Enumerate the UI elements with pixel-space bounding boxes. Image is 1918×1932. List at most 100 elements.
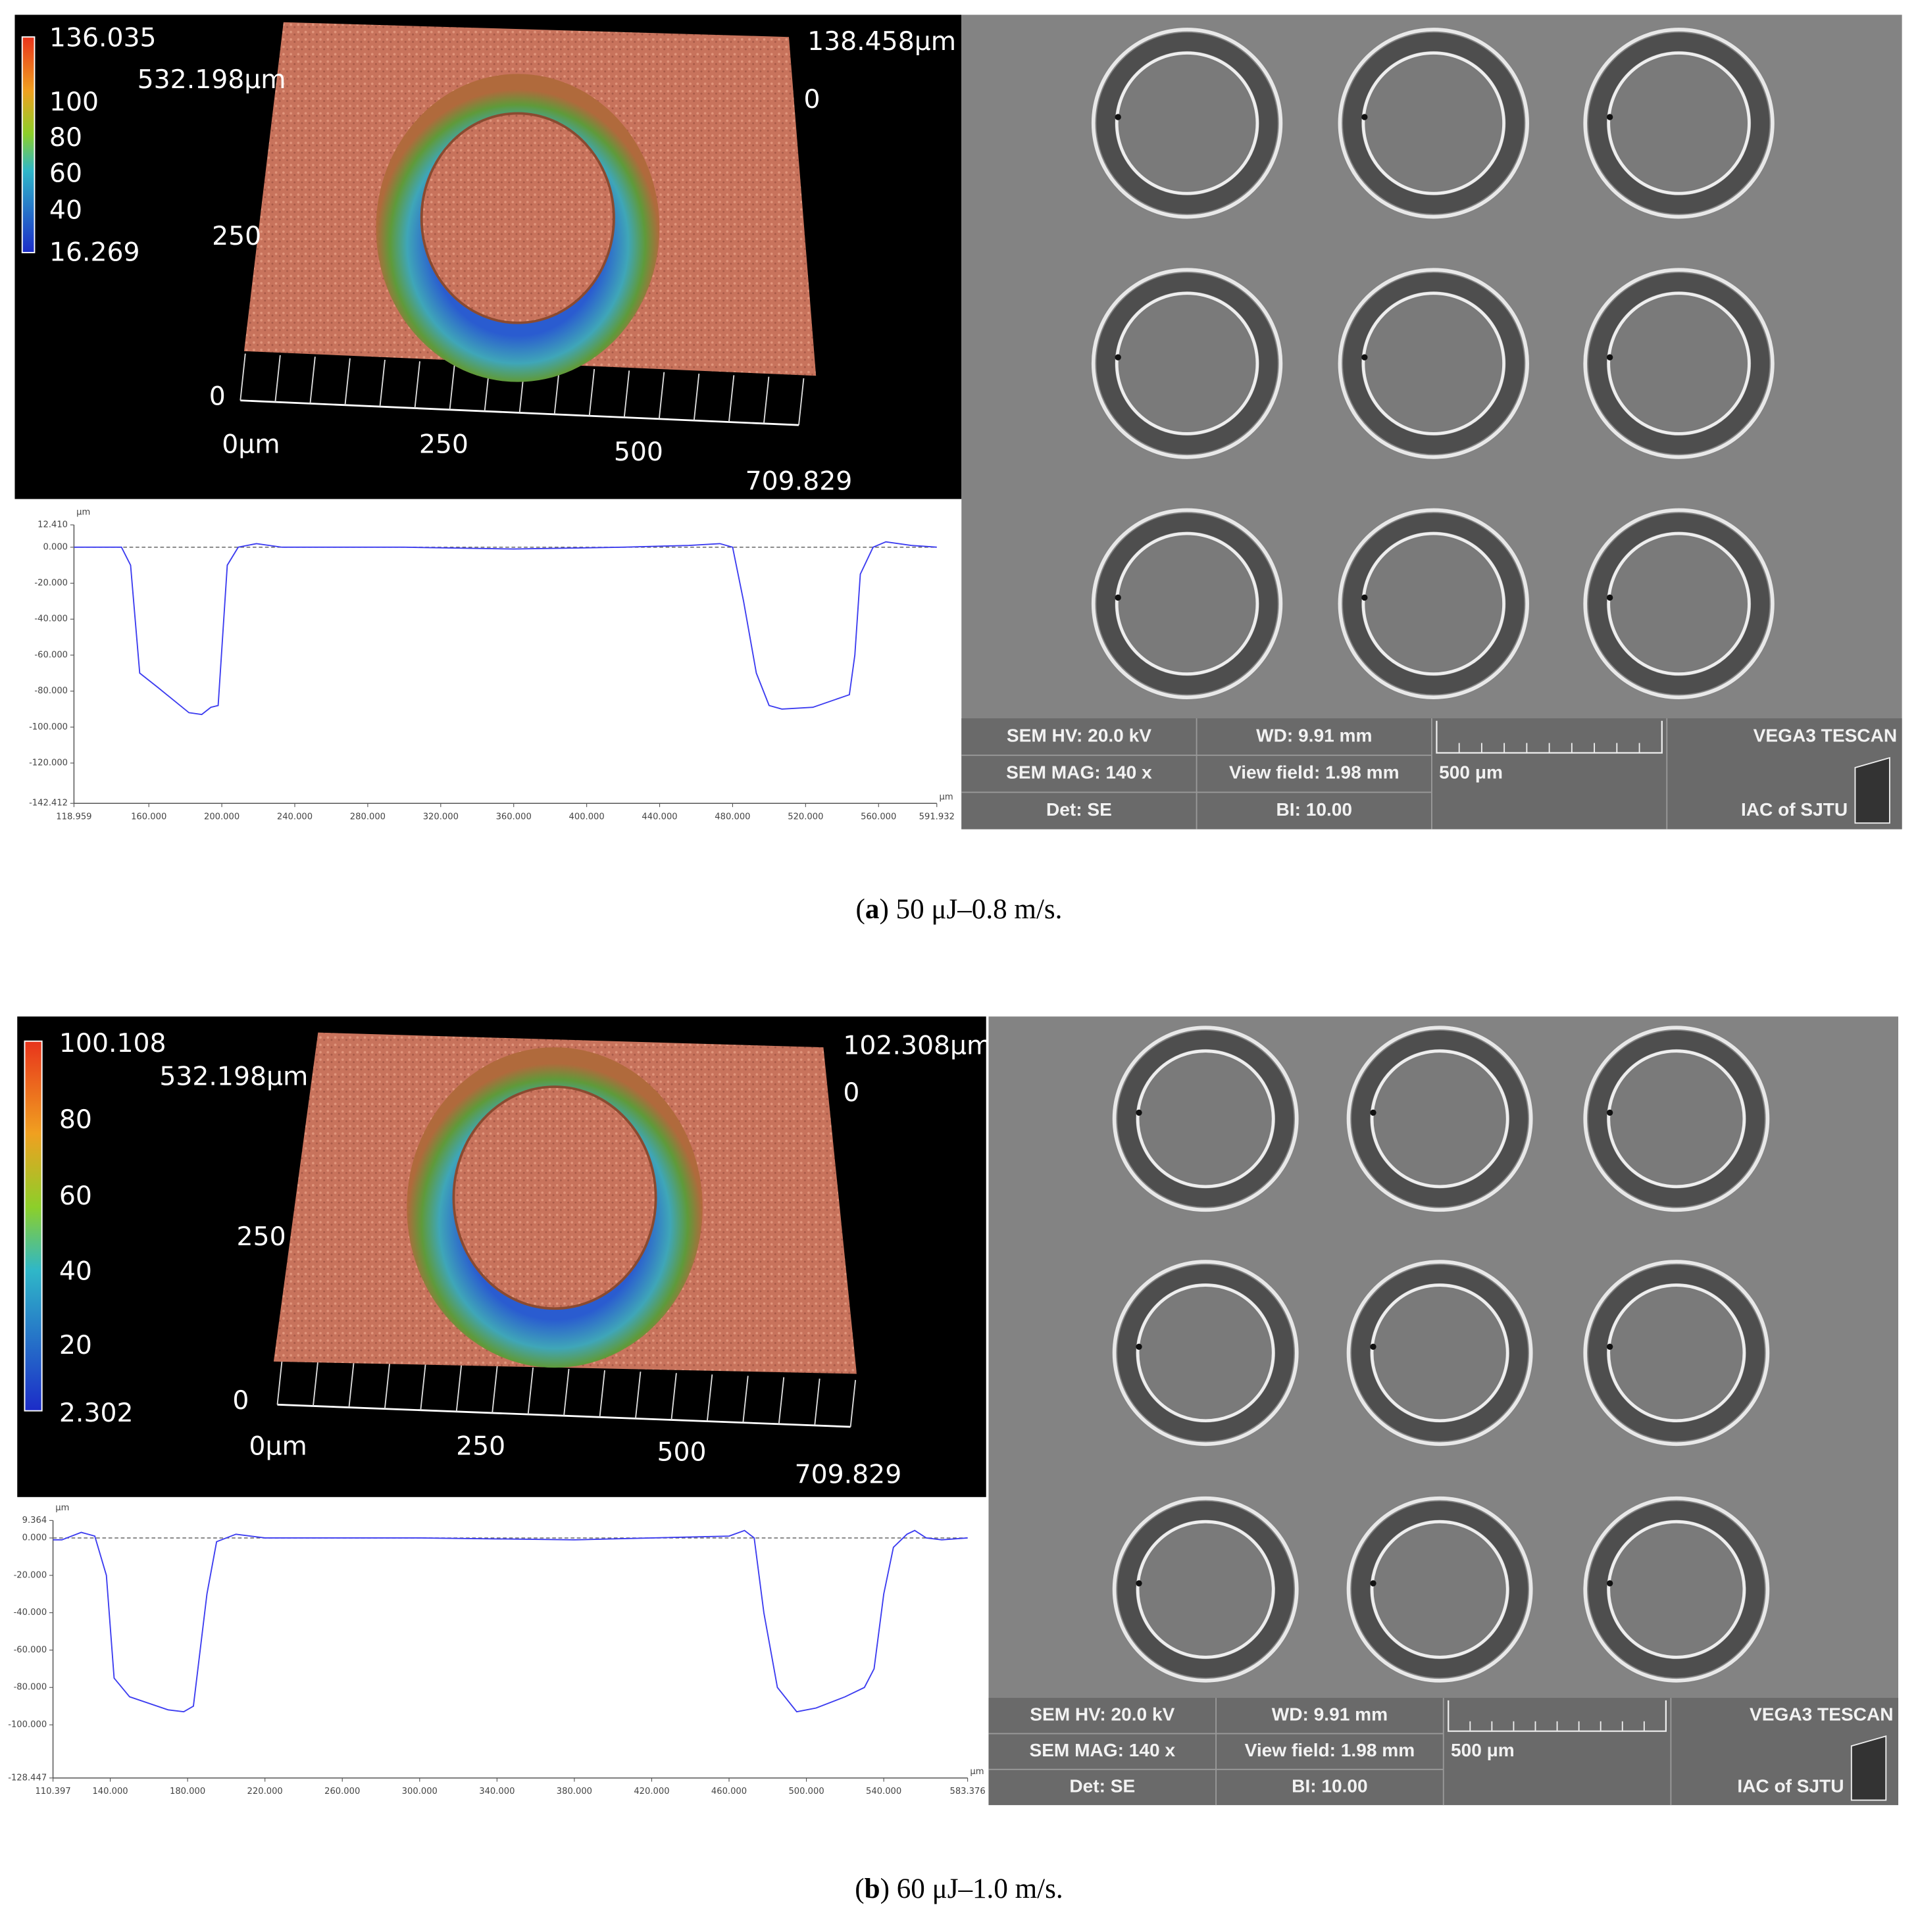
x-tick-label: 560.000 xyxy=(861,812,896,822)
caption-text: ) 50 μJ–0.8 m/s. xyxy=(879,894,1062,925)
sem-info: WD: 9.91 mm xyxy=(1272,1704,1388,1725)
x-tick-label: 240.000 xyxy=(277,812,313,822)
sem-info: View field: 1.98 mm xyxy=(1245,1740,1415,1760)
sem-info: BI: 10.00 xyxy=(1292,1775,1368,1796)
colorbar-label: 16.269 xyxy=(49,237,140,267)
colorbar-label: 40 xyxy=(49,195,82,226)
base-grid xyxy=(276,1358,283,1405)
axis-label: 0μm xyxy=(249,1431,307,1461)
sem-info: WD: 9.91 mm xyxy=(1256,726,1372,746)
ring-groove xyxy=(1351,1501,1528,1678)
caption-label: b xyxy=(865,1873,880,1904)
profile-line xyxy=(74,541,937,716)
ring-outer xyxy=(1346,1496,1533,1683)
pit xyxy=(1115,594,1121,601)
ring-inner xyxy=(1115,532,1259,676)
base-grid xyxy=(670,1373,677,1420)
ring-outer xyxy=(1583,268,1775,459)
sem-info: Det: SE xyxy=(1046,799,1112,820)
ring-outer xyxy=(1346,1260,1533,1447)
ring-groove xyxy=(1117,1501,1294,1678)
axis-label: 0 xyxy=(232,1385,249,1416)
sem-info: SEM HV: 20.0 kV xyxy=(1030,1704,1174,1725)
ring-outer xyxy=(1112,1026,1299,1212)
sem-info: 500 μm xyxy=(1451,1740,1515,1760)
y-tick-label: -60.000 xyxy=(34,650,68,660)
colorbar-label: 80 xyxy=(59,1104,92,1135)
x-tick-label: 260.000 xyxy=(324,1787,360,1796)
x-tick-label: 200.000 xyxy=(204,812,240,822)
ring-inner xyxy=(1607,1283,1746,1423)
x-tick-label: 160.000 xyxy=(131,812,166,822)
base-grid xyxy=(849,1379,857,1427)
sem-info: BI: 10.00 xyxy=(1276,799,1353,820)
colorbar xyxy=(21,36,36,253)
pit xyxy=(1606,1109,1613,1116)
ring-outer xyxy=(1583,1260,1770,1447)
base-grid xyxy=(623,370,630,418)
caption-label: a xyxy=(865,894,880,925)
ring-inner xyxy=(1136,1520,1275,1659)
y-tick-label: -20.000 xyxy=(34,578,68,588)
base-grid xyxy=(635,1372,642,1419)
ring-groove xyxy=(1343,32,1525,214)
base-grid xyxy=(384,1362,391,1409)
axis-label: 250 xyxy=(419,430,468,460)
base-grid xyxy=(798,378,805,426)
x-tick-label: 520.000 xyxy=(788,812,823,822)
ring-inner xyxy=(1136,1283,1275,1423)
crater-center xyxy=(420,112,615,324)
logo xyxy=(1854,756,1890,824)
ring-groove xyxy=(1096,32,1278,214)
ring-inner xyxy=(1607,532,1751,676)
y-tick-label: -80.000 xyxy=(14,1683,47,1693)
base-grid xyxy=(420,1363,426,1410)
x-tick-label: 118.959 xyxy=(56,812,91,822)
axis-label: 500 xyxy=(614,437,663,467)
axis-label: 0μm xyxy=(222,430,280,460)
x-tick-label: 420.000 xyxy=(634,1787,669,1796)
y-tick-label: -60.000 xyxy=(14,1645,47,1655)
ring-inner xyxy=(1136,1049,1275,1189)
y-tick-label: -20.000 xyxy=(14,1570,47,1580)
pit xyxy=(1115,354,1121,360)
y-tick-label: 0.000 xyxy=(22,1533,47,1543)
ring-groove xyxy=(1351,1264,1528,1441)
axis-label: 532.198μm xyxy=(138,64,286,95)
ring-groove xyxy=(1588,1030,1765,1207)
base-grid xyxy=(313,1359,319,1406)
base-grid xyxy=(763,376,770,424)
colorbar-label: 100.108 xyxy=(59,1028,166,1058)
base-grid xyxy=(778,1377,785,1424)
base-grid xyxy=(449,362,455,410)
pit xyxy=(1606,354,1613,360)
axis-label: 0 xyxy=(803,84,820,114)
caption: (a) 50 μJ–0.8 m/s. xyxy=(856,894,1063,925)
logo xyxy=(1850,1735,1887,1801)
pit xyxy=(1370,1109,1376,1116)
ring-inner xyxy=(1370,1283,1509,1423)
x-unit: μm xyxy=(940,792,953,802)
pit xyxy=(1370,1580,1376,1587)
sem-info: IAC of SJTU xyxy=(1741,799,1848,820)
x-tick-label: 591.932 xyxy=(919,812,955,822)
x-tick-label: 110.397 xyxy=(35,1787,70,1796)
pit xyxy=(1606,594,1613,601)
ring-outer xyxy=(1091,268,1283,459)
axis-label: 138.458μm xyxy=(807,26,956,57)
ring-inner xyxy=(1607,51,1751,195)
x-tick-label: 340.000 xyxy=(479,1787,515,1796)
colorbar-label: 80 xyxy=(49,122,82,153)
axis-label: 250 xyxy=(237,1222,286,1252)
ring-inner xyxy=(1361,291,1505,435)
ring-outer xyxy=(1338,28,1529,219)
base-grid xyxy=(309,357,316,404)
ring-outer xyxy=(1583,1026,1770,1212)
base-grid xyxy=(693,373,700,421)
ring-outer xyxy=(1091,28,1283,219)
pit xyxy=(1606,1343,1613,1350)
axis-label: 0 xyxy=(843,1077,859,1108)
base-grid xyxy=(492,1366,498,1414)
ring-inner xyxy=(1607,1049,1746,1189)
